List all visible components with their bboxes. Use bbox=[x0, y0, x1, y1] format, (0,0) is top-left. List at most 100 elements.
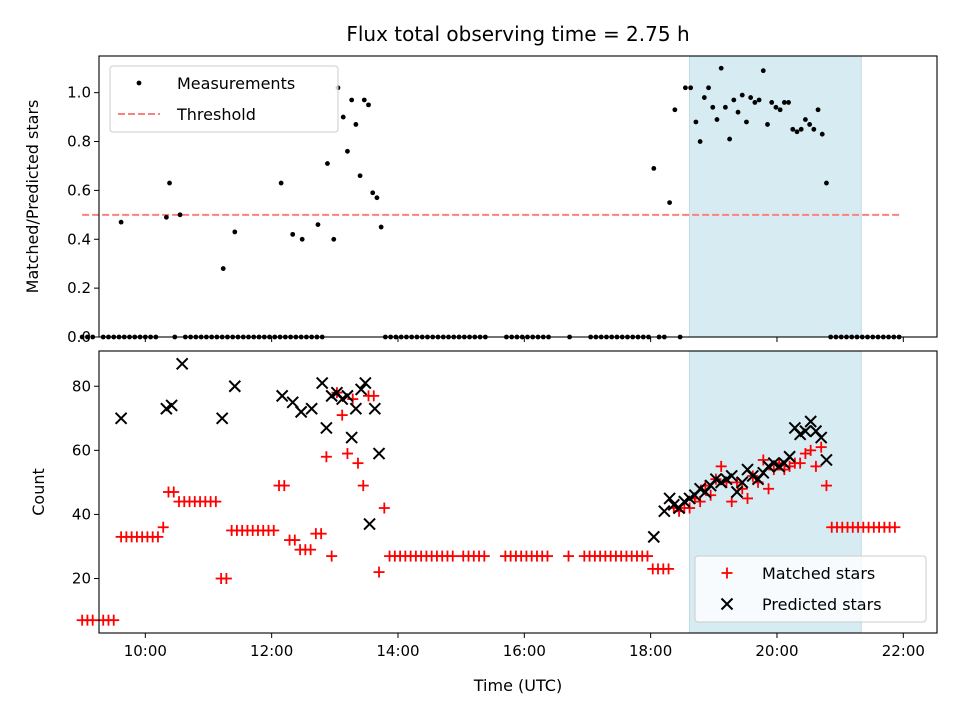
measurement-point bbox=[79, 334, 85, 340]
matched-star-point bbox=[289, 534, 301, 546]
matched-star-point bbox=[320, 451, 332, 463]
matched-star-point bbox=[373, 566, 385, 578]
predicted-star-point bbox=[228, 380, 242, 393]
measurement-point bbox=[163, 214, 169, 220]
measurement-point bbox=[710, 104, 716, 110]
bottom-axes: 20 40 60 80 10:00 12:00 14:00 16:00 18:00 20:00 22… bbox=[72, 377, 925, 660]
top-shaded-region bbox=[689, 55, 862, 338]
matched-star-point bbox=[663, 563, 675, 575]
matched-star-point bbox=[157, 521, 169, 533]
top-y-tick-label: 0.8 bbox=[67, 133, 91, 151]
matched-star-point bbox=[315, 528, 327, 540]
predicted-star-point bbox=[820, 453, 833, 467]
top-y-tick-label: 0.2 bbox=[67, 279, 91, 297]
measurement-point bbox=[370, 190, 376, 196]
measurement-point bbox=[706, 85, 711, 91]
measurement-point bbox=[651, 166, 657, 171]
predicted-star-point bbox=[165, 399, 178, 412]
x-axis-label: Time (UTC) bbox=[473, 676, 562, 695]
bottom-legend: Matched stars Predicted stars bbox=[694, 555, 927, 623]
matched-star-point bbox=[736, 483, 748, 495]
x-tick-label: 14:00 bbox=[376, 642, 419, 660]
top-legend: Measurements Threshold bbox=[109, 65, 339, 133]
matched-star-point bbox=[447, 550, 459, 562]
matched-star-point bbox=[641, 550, 653, 562]
predicted-star-point bbox=[359, 376, 372, 390]
matched-star-point bbox=[820, 480, 832, 492]
top-plot-frame bbox=[98, 55, 938, 338]
measurement-point bbox=[177, 212, 183, 218]
measurement-point bbox=[765, 122, 770, 127]
measurement-point bbox=[232, 229, 238, 235]
x-tick-label: 16:00 bbox=[503, 642, 546, 660]
bottom-plot-frame bbox=[98, 350, 938, 634]
measurement-point bbox=[672, 107, 678, 113]
legend-predicted-label: Predicted stars bbox=[762, 595, 882, 614]
measurement-point bbox=[752, 100, 758, 105]
measurement-point bbox=[714, 117, 720, 122]
matched-star-point bbox=[763, 483, 775, 495]
predicted-star-point bbox=[294, 405, 308, 419]
top-legend-box bbox=[109, 65, 339, 133]
predicted-star-point bbox=[799, 424, 812, 438]
matched-star-point bbox=[478, 550, 490, 562]
measurement-point bbox=[798, 126, 804, 132]
bottom-y-axis-label: Count bbox=[29, 468, 48, 516]
measurement-point bbox=[682, 85, 688, 91]
measurement-point bbox=[331, 236, 337, 242]
predicted-star-point bbox=[804, 415, 817, 428]
predicted-star-point bbox=[175, 357, 189, 371]
legend-x-glyph bbox=[720, 597, 734, 611]
matched-star-point bbox=[347, 393, 359, 405]
bottom-legend-box bbox=[694, 555, 927, 623]
measurement-point bbox=[727, 136, 733, 142]
x-tick-label: 22:00 bbox=[882, 642, 925, 660]
matched-star-point bbox=[742, 492, 754, 504]
x-tick-label: 12:00 bbox=[250, 642, 293, 660]
matched-star-point bbox=[341, 448, 353, 460]
measurement-point bbox=[118, 219, 124, 225]
measurement-point bbox=[290, 231, 296, 237]
measurement-point bbox=[361, 97, 367, 103]
measurement-point bbox=[815, 107, 821, 113]
top-y-tick-label: 1.0 bbox=[67, 84, 91, 102]
measurement-point bbox=[299, 236, 305, 242]
predicted-star-point bbox=[341, 389, 354, 403]
measurement-point bbox=[688, 85, 694, 91]
measurement-point bbox=[803, 117, 808, 122]
matched-star-point bbox=[705, 489, 717, 501]
bottom-panel: 20 40 60 80 10:00 12:00 14:00 16:00 18:00 20:00 22… bbox=[29, 350, 938, 695]
measurement-point bbox=[777, 107, 783, 113]
matched-star-point bbox=[87, 614, 99, 626]
bottom-y-tick-label: 40 bbox=[72, 505, 91, 523]
predicted-star-point bbox=[372, 447, 386, 460]
measurement-point bbox=[786, 100, 791, 105]
measurement-point bbox=[811, 126, 817, 132]
matched-star-point bbox=[715, 460, 727, 472]
predicted-star-point bbox=[315, 376, 329, 390]
matched-star-point bbox=[220, 573, 232, 585]
top-y-tick-label: 0.6 bbox=[67, 181, 91, 199]
legend-matched-label: Matched stars bbox=[762, 564, 875, 583]
predicted-star-point bbox=[114, 412, 128, 425]
matched-star-point bbox=[694, 496, 706, 508]
predicted-star-point bbox=[368, 402, 382, 415]
predicted-star-point bbox=[725, 469, 738, 483]
measurement-point bbox=[739, 92, 745, 98]
matched-star-point bbox=[731, 476, 743, 488]
legend-measurements-marker bbox=[136, 80, 142, 86]
chart-title: Flux total observing time = 2.75 h bbox=[346, 22, 689, 46]
matched-star-point bbox=[210, 496, 222, 508]
predicted-star-point bbox=[363, 517, 376, 531]
measurement-point bbox=[667, 200, 672, 206]
legend-matched-marker bbox=[721, 567, 733, 579]
matched-star-point bbox=[305, 544, 317, 556]
matched-star-point bbox=[768, 464, 780, 476]
bottom-y-tick-label: 60 bbox=[72, 441, 91, 459]
matched-star-point bbox=[278, 480, 290, 492]
measurement-point bbox=[718, 65, 724, 71]
predicted-star-point bbox=[814, 431, 828, 444]
predicted-star-point bbox=[305, 402, 318, 415]
measurement-point bbox=[167, 180, 172, 186]
